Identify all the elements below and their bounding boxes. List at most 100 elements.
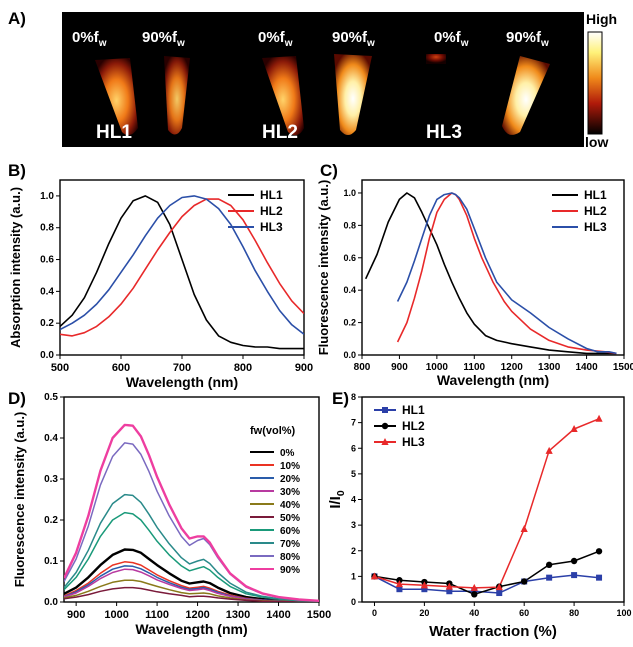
legend-label: HL1	[260, 188, 283, 202]
y-tick-label: 0.2	[343, 318, 356, 328]
chart-c: 800 900 1000 1100 1200 1300 1400 1500 0.0 0.2 0.4 0…	[316, 179, 633, 388]
x-axis-label: Wavelength (nm)	[126, 374, 238, 390]
y-tick-label: 5	[351, 469, 356, 479]
y-tick-label: 0.4	[44, 433, 58, 444]
data-point-hl2	[471, 591, 478, 598]
x-axis-label: Wavelength (nm)	[437, 372, 549, 388]
sample-name-hl2: HL2	[262, 122, 298, 143]
data-point-hl3	[420, 581, 428, 589]
x-tick-label: 1300	[226, 609, 250, 621]
sample-name-hl1: HL1	[96, 122, 132, 143]
x-tick-label: 1500	[613, 362, 633, 373]
data-point-hl2	[570, 557, 578, 565]
y-tick-label: 2	[351, 546, 356, 556]
y-tick-label: 0.0	[343, 350, 356, 360]
x-tick-label: 20	[419, 608, 429, 618]
series-line-60pct	[64, 511, 319, 602]
x-tick-label: 1200	[501, 362, 524, 373]
y-tick-label: 0.4	[343, 285, 356, 295]
y-tick-label: 6	[351, 443, 356, 453]
sample-name-hl3: HL3	[426, 122, 462, 143]
x-tick-label: 1100	[463, 362, 485, 373]
y-tick-label: 8	[351, 392, 356, 402]
legend-title: fw(vol%)	[250, 425, 296, 437]
x-tick-label: 1000	[426, 362, 449, 373]
tube-label-subscript: w	[540, 38, 549, 49]
series-group	[374, 418, 600, 596]
legend-label: 80%	[280, 552, 300, 563]
series-line-0pct	[64, 548, 319, 602]
tube-label-0: 0%fw	[258, 29, 293, 49]
x-tick-label: 500	[51, 362, 69, 374]
chart-b: 500 600 700 800 900 0.0 0.2 0.4 0.6 0.8 1.0 Wavelen…	[8, 179, 313, 390]
y-tick-label: 3	[351, 520, 356, 530]
legend-label: 50%	[280, 513, 300, 524]
x-tick-label: 1100	[145, 609, 169, 621]
x-tick-label: 900	[67, 609, 85, 621]
legend-label: 10%	[280, 461, 300, 472]
x-tick-label: 0	[372, 608, 377, 618]
hl2-tube-90	[334, 54, 372, 135]
data-point-hl3	[595, 414, 603, 422]
data-point-hl3	[520, 524, 528, 532]
data-point-hl1	[546, 574, 553, 581]
y-tick-label: 1.0	[40, 191, 54, 202]
legend-label: HL1	[402, 403, 425, 417]
data-point-hl1	[396, 586, 403, 593]
legend-marker	[381, 438, 389, 445]
hl3-tube-90	[502, 56, 550, 135]
series-line-hl2	[374, 550, 600, 596]
data-point-hl3	[545, 446, 553, 454]
series-line-70pct	[64, 493, 319, 602]
panel-d-label: D)	[8, 389, 26, 408]
data-point-hl3	[470, 583, 478, 591]
y-axis-label-subscript: 0	[335, 490, 347, 496]
legend-label: 90%	[280, 565, 300, 576]
data-point-hl2	[595, 548, 603, 555]
x-tick-label: 600	[112, 362, 130, 374]
tube-label-subscript: w	[98, 38, 107, 49]
x-tick-label: 60	[519, 608, 529, 618]
data-point-hl1	[571, 572, 578, 579]
series-line-hl3	[60, 195, 304, 335]
colorbar	[587, 31, 603, 135]
legend-label: HL2	[260, 204, 283, 218]
legend-marker	[382, 407, 388, 413]
x-tick-label: 1400	[575, 362, 598, 373]
series-line-hl1	[60, 195, 304, 350]
legend-label: HL3	[584, 220, 607, 234]
series-line-hl2	[396, 192, 617, 355]
series-line-hl3	[396, 192, 617, 355]
y-tick-label: 0	[351, 597, 356, 607]
legend-label: 20%	[280, 474, 300, 485]
panel-e-label: E)	[332, 389, 349, 408]
x-tick-label: 1500	[307, 609, 331, 621]
series-line-hl2	[60, 198, 304, 337]
y-tick-label: 0.5	[44, 392, 58, 403]
data-point-hl3	[570, 425, 578, 433]
tube-label-90: 90%fw	[142, 29, 185, 49]
y-tick-label: 0.1	[44, 556, 58, 567]
tube-label-0: 0%fw	[72, 29, 107, 49]
panel-a-label: A)	[8, 9, 26, 28]
hl1-tube-0	[95, 58, 138, 136]
series-line-hl3	[374, 418, 600, 589]
series-line-50pct	[64, 586, 319, 602]
legend-label: HL1	[584, 188, 607, 202]
legend-label: HL3	[402, 435, 425, 449]
data-point-hl3	[495, 583, 503, 591]
y-axis-label: Absorption intensity (a.u.)	[8, 187, 23, 348]
legend-label: 30%	[280, 487, 300, 498]
y-tick-label: 0.8	[343, 220, 356, 230]
data-point-hl3	[370, 572, 379, 580]
x-tick-label: 1300	[538, 362, 561, 373]
x-tick-label: 900	[391, 362, 408, 373]
hl3-tubes	[426, 54, 550, 135]
y-axis-label: Fluorescence intensity (a.u.)	[316, 180, 331, 356]
tube-label-subscript: w	[284, 38, 293, 49]
y-tick-label: 7	[351, 418, 356, 428]
y-tick-label: 0.4	[40, 286, 54, 297]
x-tick-label: 40	[469, 608, 479, 618]
legend-label: 60%	[280, 526, 300, 537]
